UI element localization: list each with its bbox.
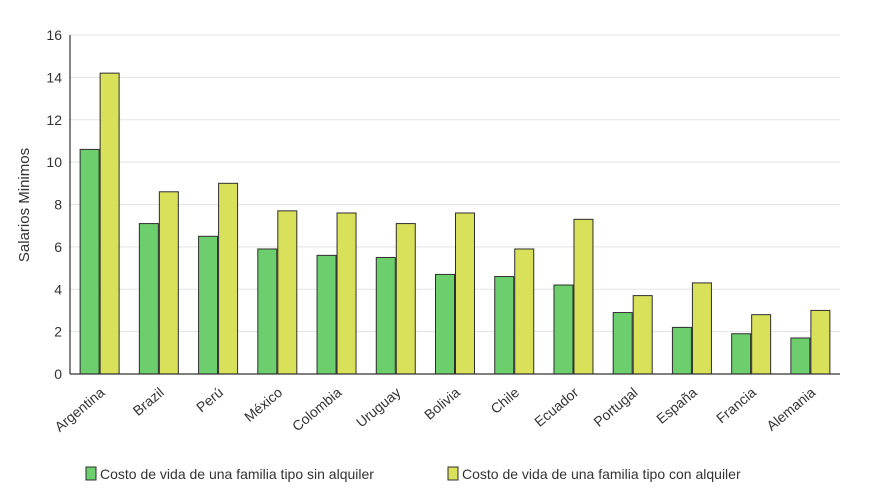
y-axis-title: Salarios Minimos: [16, 148, 33, 262]
y-tick-label: 0: [54, 366, 62, 382]
bar-sin-alquiler-0[interactable]: [79, 148, 100, 375]
bar-con-alquiler-5[interactable]: [395, 223, 416, 375]
legend-swatch-con-alquiler: [447, 466, 459, 481]
bar-con-alquiler-9[interactable]: [632, 295, 653, 375]
x-tick-label: Ecuador: [531, 384, 581, 430]
bar-con-alquiler-0[interactable]: [99, 72, 120, 375]
x-tick-label: Francia: [713, 384, 759, 426]
bar-sin-alquiler-12[interactable]: [790, 337, 811, 375]
axis-layer: [69, 35, 840, 375]
y-tick-label: 16: [46, 27, 62, 43]
bar-con-alquiler-8[interactable]: [573, 218, 594, 375]
x-tick-label: España: [653, 384, 700, 427]
bar-con-alquiler-12[interactable]: [810, 309, 831, 375]
bar-sin-alquiler-11[interactable]: [731, 333, 752, 375]
bar-con-alquiler-2[interactable]: [218, 182, 239, 375]
x-tick-label: Argentina: [51, 384, 107, 435]
bar-con-alquiler-10[interactable]: [691, 282, 712, 375]
bar-sin-alquiler-3[interactable]: [257, 248, 278, 375]
bar-sin-alquiler-4[interactable]: [316, 254, 337, 375]
x-tick-label: Alemania: [763, 384, 818, 434]
x-tick-label: México: [241, 384, 285, 425]
bar-layer: [79, 72, 831, 375]
legend-label-con-alquiler: Costo de vida de una familia tipo con al…: [462, 466, 741, 482]
x-tick-label: Colombia: [289, 384, 345, 434]
y-tick-label: 6: [54, 239, 62, 255]
bar-sin-alquiler-6[interactable]: [435, 273, 455, 375]
legend-item-sin-alquiler[interactable]: Costo de vida de una familia tipo sin al…: [85, 466, 374, 482]
bar-sin-alquiler-2[interactable]: [198, 235, 219, 375]
bar-con-alquiler-1[interactable]: [158, 191, 179, 375]
bar-sin-alquiler-7[interactable]: [494, 276, 515, 375]
x-tick-label: Brazil: [130, 384, 167, 419]
legend-swatch-sin-alquiler: [85, 466, 97, 481]
x-tick-label: Portugal: [590, 384, 640, 430]
x-tick-label: Bolivia: [421, 384, 463, 423]
legend-item-con-alquiler[interactable]: Costo de vida de una familia tipo con al…: [447, 466, 741, 482]
y-tick-label: 4: [54, 281, 62, 297]
bar-sin-alquiler-5[interactable]: [375, 256, 396, 375]
bar-con-alquiler-11[interactable]: [751, 314, 772, 375]
y-tick-label: 14: [46, 69, 62, 85]
bar-sin-alquiler-10[interactable]: [671, 326, 692, 375]
x-tick-label: Uruguay: [353, 384, 404, 430]
y-tick-label: 10: [46, 154, 62, 170]
y-tick-label: 2: [54, 324, 62, 340]
bar-con-alquiler-7[interactable]: [514, 248, 535, 375]
bar-con-alquiler-3[interactable]: [277, 210, 298, 375]
legend-label-sin-alquiler: Costo de vida de una familia tipo sin al…: [100, 466, 374, 482]
bar-sin-alquiler-1[interactable]: [138, 223, 159, 375]
bar-sin-alquiler-8[interactable]: [553, 284, 574, 375]
y-tick-label: 8: [54, 197, 62, 213]
y-tick-label: 12: [46, 112, 62, 128]
x-tick-label: Chile: [487, 384, 522, 417]
legend: Costo de vida de una familia tipo sin al…: [85, 466, 741, 482]
bar-con-alquiler-6[interactable]: [455, 212, 475, 375]
bar-sin-alquiler-9[interactable]: [612, 312, 633, 375]
bar-con-alquiler-4[interactable]: [336, 212, 357, 375]
x-tick-label: Perú: [193, 384, 226, 415]
